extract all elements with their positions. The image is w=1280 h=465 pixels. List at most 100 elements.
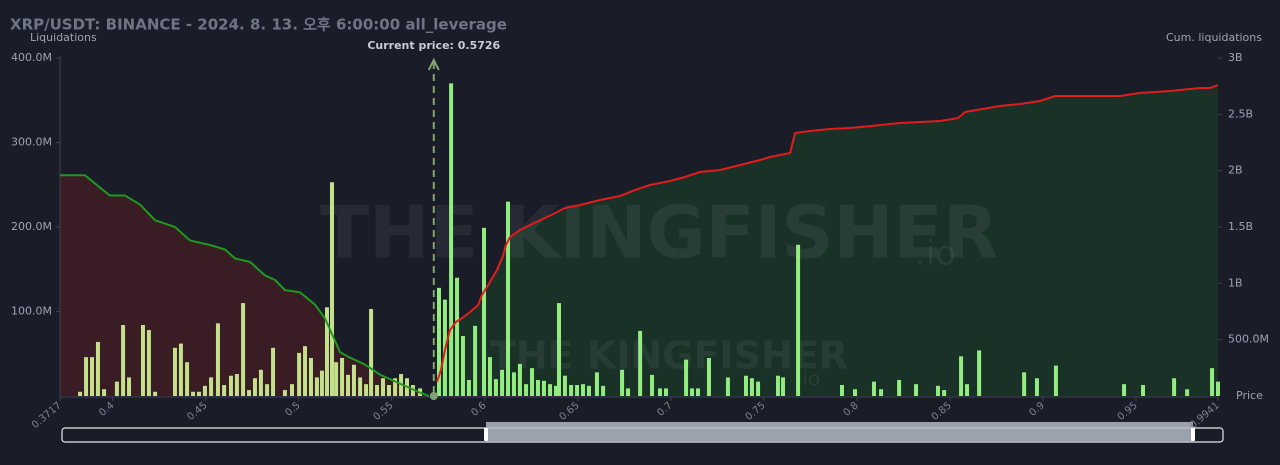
bar	[493, 379, 498, 396]
bar	[959, 356, 964, 396]
area-layer	[60, 85, 1218, 396]
y-axis-title: Liquidations	[30, 31, 97, 44]
cumulative-line	[60, 174, 430, 397]
bar	[554, 385, 559, 396]
bar	[1141, 385, 1146, 396]
bar	[942, 390, 947, 396]
cumulative-area	[436, 85, 1218, 396]
bar	[620, 369, 625, 396]
bar	[436, 287, 441, 396]
bar	[977, 350, 982, 396]
bar	[393, 378, 398, 396]
bar	[303, 346, 308, 396]
bar	[121, 325, 126, 396]
bar	[473, 325, 478, 396]
bar	[202, 385, 207, 396]
bar	[369, 308, 374, 396]
bar	[297, 352, 302, 396]
bar	[575, 385, 580, 396]
x-axis-title: Price	[1236, 389, 1263, 402]
bar	[330, 182, 335, 396]
bar	[601, 385, 606, 396]
bar	[506, 201, 511, 396]
bar	[871, 381, 876, 396]
bar	[1210, 368, 1215, 396]
bar	[1185, 389, 1190, 396]
bar	[556, 303, 561, 396]
y2-tick-label: 3B	[1228, 51, 1243, 64]
y2-tick-label: 500.0M	[1228, 333, 1269, 346]
bar	[638, 330, 643, 396]
bar	[258, 369, 263, 396]
bar	[935, 385, 940, 396]
bar	[853, 389, 858, 396]
bar	[172, 347, 177, 396]
bar	[314, 377, 319, 396]
bar	[562, 375, 567, 396]
bar	[650, 374, 655, 396]
cumulative-area	[60, 175, 429, 396]
bar	[1172, 378, 1177, 396]
bar	[482, 227, 487, 396]
bar	[114, 381, 119, 396]
bar	[658, 388, 663, 396]
y2-tick-label: 2.5B	[1228, 107, 1253, 120]
bar	[95, 341, 100, 396]
bar	[178, 343, 183, 396]
current-price-dot	[429, 392, 438, 400]
y2-axis-title: Cum. liquidations	[1166, 31, 1262, 44]
bar	[449, 83, 454, 396]
bar	[725, 377, 730, 396]
bar	[222, 385, 227, 396]
watermark: THE KINGFISHER	[320, 191, 998, 275]
bar	[191, 391, 196, 396]
bar	[386, 385, 391, 396]
bar	[127, 377, 132, 396]
bar	[247, 390, 252, 396]
scrollbar-thumb[interactable]	[486, 422, 1193, 442]
y2-tick-label: 1.5B	[1228, 220, 1253, 233]
cumulative-line	[435, 84, 1219, 383]
bar	[324, 307, 329, 396]
bar	[626, 388, 631, 396]
bar	[346, 374, 351, 396]
bar	[102, 389, 107, 396]
y2-tick-label: 2B	[1228, 164, 1243, 177]
bar	[684, 359, 689, 396]
bar	[375, 385, 380, 396]
y2-tick-label: 1B	[1228, 276, 1243, 289]
bar	[569, 385, 574, 396]
watermark: THE KINGFISHER	[490, 334, 848, 378]
bar	[580, 384, 585, 396]
bar	[196, 391, 201, 396]
bar	[185, 362, 190, 396]
bar	[364, 384, 369, 396]
bar	[319, 370, 324, 396]
bar	[334, 362, 339, 396]
bar	[487, 357, 492, 396]
bar	[839, 385, 844, 396]
bar	[460, 336, 465, 396]
bar	[271, 347, 276, 396]
y-tick-label: 400.0M	[11, 51, 52, 64]
bar	[594, 372, 599, 396]
bar	[500, 369, 505, 396]
bar	[153, 391, 158, 396]
bar	[1034, 378, 1039, 396]
scrollbar-handle[interactable]	[484, 428, 488, 441]
bar	[215, 323, 220, 396]
scrollbar-handle[interactable]	[1191, 428, 1195, 441]
bar	[252, 378, 257, 396]
bar	[282, 390, 287, 396]
bar	[749, 378, 754, 396]
bar	[914, 384, 919, 396]
bar	[228, 375, 233, 396]
bar	[290, 384, 295, 396]
bar	[706, 357, 711, 396]
bar	[796, 244, 801, 396]
bar	[879, 389, 884, 396]
watermark-domain: .io	[915, 234, 956, 274]
bar	[90, 357, 95, 396]
bar	[535, 379, 540, 396]
bar	[541, 380, 546, 396]
